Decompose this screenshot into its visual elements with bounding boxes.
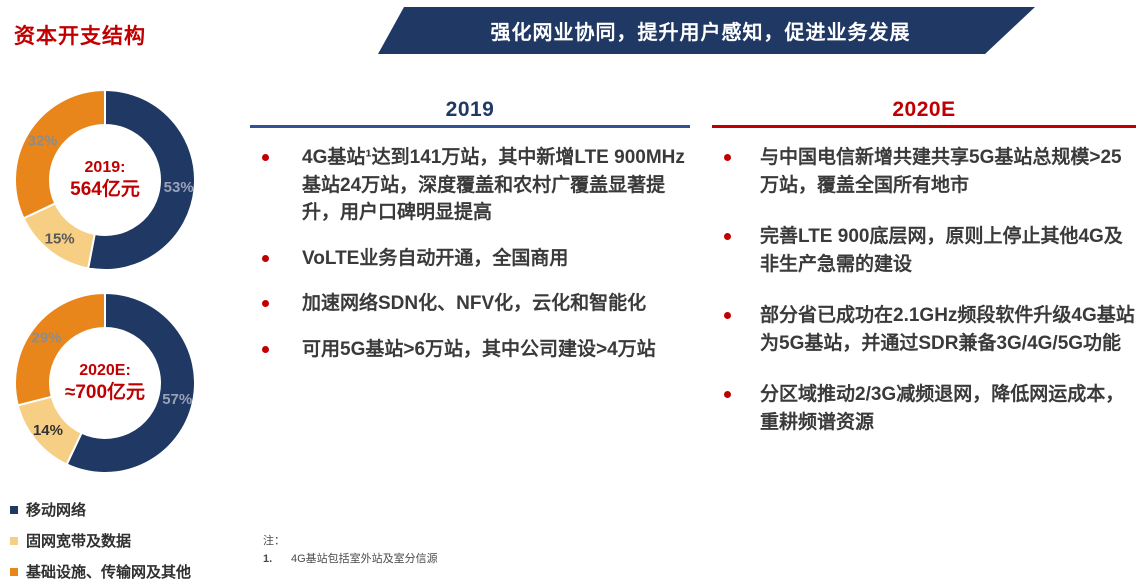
bullet-item: 分区域推动2/3G减频退网，降低网运成本，重耕频谱资源 bbox=[712, 381, 1136, 436]
bullet-item: 加速网络SDN化、NFV化，云化和智能化 bbox=[250, 290, 690, 318]
donut-chart-2019: 53% 15% 32% 2019: 564亿元 bbox=[10, 85, 200, 275]
slice-percent-label: 29% bbox=[32, 330, 62, 347]
bullet-text: 完善LTE 900底层网，原则上停止其他4G及非生产急需的建设 bbox=[760, 226, 1123, 275]
donut-center-year: 2020E: bbox=[79, 362, 131, 380]
footnote-text: 4G基站包括室外站及室分信源 bbox=[291, 552, 438, 565]
bullet-text: 4G基站¹达到141万站，其中新增LTE 900MHz基站24万站，深度覆盖和农… bbox=[302, 147, 685, 224]
footnote-item: 1. 4G基站包括室外站及室分信源 bbox=[263, 551, 438, 569]
slice-percent-label: 14% bbox=[33, 422, 63, 439]
donut-center-label-2020e: 2020E: ≈700亿元 bbox=[43, 343, 167, 423]
legend-item-infrastructure: 基础设施、传输网及其他 bbox=[10, 556, 191, 587]
slice-percent-label: 32% bbox=[28, 132, 58, 149]
bullet-dot bbox=[262, 154, 269, 161]
footnote: 注： 1. 4G基站包括室外站及室分信源 bbox=[263, 533, 438, 568]
donut-slice-53% bbox=[86, 88, 196, 271]
slice-percent-label: 57% bbox=[162, 391, 192, 408]
bullet-text: 分区域推动2/3G减频退网，降低网运成本，重耕频谱资源 bbox=[760, 384, 1125, 433]
donut-center-amount: 564亿元 bbox=[70, 179, 140, 201]
bullet-dot bbox=[262, 300, 269, 308]
footnote-number: 1. bbox=[263, 552, 273, 565]
bullet-dot bbox=[262, 254, 269, 262]
donut-slice-32% bbox=[14, 88, 106, 220]
column-header-2020e: 2020E bbox=[892, 98, 956, 121]
bullet-text: VoLTE业务自动开通，全国商用 bbox=[302, 247, 569, 269]
bullet-dot bbox=[724, 233, 731, 241]
slice-percent-label: 15% bbox=[45, 230, 75, 247]
bullet-item: 完善LTE 900底层网，原则上停止其他4G及非生产急需的建设 bbox=[712, 223, 1136, 278]
legend-label: 基础设施、传输网及其他 bbox=[26, 564, 192, 581]
bullet-list-2019: 4G基站¹达到141万站，其中新增LTE 900MHz基站24万站，深度覆盖和农… bbox=[250, 144, 690, 363]
footnote-label: 注： bbox=[263, 535, 285, 547]
donut-slice-57% bbox=[65, 291, 196, 474]
legend-label: 固网宽带及数据 bbox=[26, 533, 132, 550]
legend-item-fixed-broadband: 固网宽带及数据 bbox=[10, 525, 191, 556]
bullet-dot bbox=[724, 391, 731, 399]
legend-swatch-orange bbox=[10, 567, 18, 576]
legend-item-mobile-network: 移动网络 bbox=[10, 494, 191, 525]
column-header-2019: 2019 bbox=[445, 98, 495, 121]
bullet-text: 部分省已成功在2.1GHz频段软件升级4G基站为5G基站，并通过SDR兼备3G/… bbox=[760, 305, 1135, 354]
donut-center-amount: ≈700亿元 bbox=[64, 382, 146, 404]
column-rule-2020e bbox=[712, 125, 1136, 128]
donut-ring-2019: 53% 15% 32% bbox=[10, 88, 200, 279]
column-rule-2019 bbox=[250, 125, 690, 128]
bullet-list-2020e: 与中国电信新增共建共享5G基站总规模>25万站，覆盖全国所有地市 完善LTE 90… bbox=[712, 144, 1136, 436]
column-2019: 2019 4G基站¹达到141万站，其中新增LTE 900MHz基站24万站，深… bbox=[250, 98, 690, 381]
donut-center-label-2019: 2019: 564亿元 bbox=[43, 140, 167, 220]
bullet-item: 与中国电信新增共建共享5G基站总规模>25万站，覆盖全国所有地市 bbox=[712, 144, 1136, 199]
donut-chart-2020e: 57% 14% 29% 2020E: ≈700亿元 bbox=[10, 288, 200, 478]
legend-label: 移动网络 bbox=[26, 502, 87, 519]
bullet-dot bbox=[724, 154, 731, 161]
bullet-dot bbox=[262, 345, 269, 353]
bullet-text: 可用5G基站>6万站，其中公司建设>4万站 bbox=[302, 338, 656, 360]
slice-percent-label: 53% bbox=[164, 179, 194, 196]
bullet-item: 4G基站¹达到141万站，其中新增LTE 900MHz基站24万站，深度覆盖和农… bbox=[250, 144, 690, 227]
chart-legend: 移动网络 固网宽带及数据 基础设施、传输网及其他 bbox=[10, 494, 191, 587]
page-title: 资本开支结构 bbox=[14, 25, 146, 48]
bullet-text: 与中国电信新增共建共享5G基站总规模>25万站，覆盖全国所有地市 bbox=[760, 147, 1122, 196]
bullet-dot bbox=[724, 312, 731, 320]
donut-center-year: 2019: bbox=[84, 159, 126, 177]
donut-ring-2020e: 57% 14% 29% bbox=[10, 291, 200, 482]
donut-slice-29% bbox=[14, 291, 106, 407]
banner: 强化网业协同，提升用户感知，促进业务发展 bbox=[378, 7, 1035, 54]
bullet-text: 加速网络SDN化、NFV化，云化和智能化 bbox=[302, 293, 647, 315]
legend-swatch-yellow bbox=[10, 536, 18, 545]
column-2020e: 2020E 与中国电信新增共建共享5G基站总规模>25万站，覆盖全国所有地市 完善… bbox=[712, 98, 1136, 460]
bullet-item: VoLTE业务自动开通，全国商用 bbox=[250, 245, 690, 273]
legend-swatch-navy bbox=[10, 505, 18, 514]
banner-text: 强化网业协同，提升用户感知，促进业务发展 bbox=[490, 22, 911, 44]
bullet-item: 部分省已成功在2.1GHz频段软件升级4G基站为5G基站，并通过SDR兼备3G/… bbox=[712, 302, 1136, 357]
bullet-item: 可用5G基站>6万站，其中公司建设>4万站 bbox=[250, 336, 690, 364]
